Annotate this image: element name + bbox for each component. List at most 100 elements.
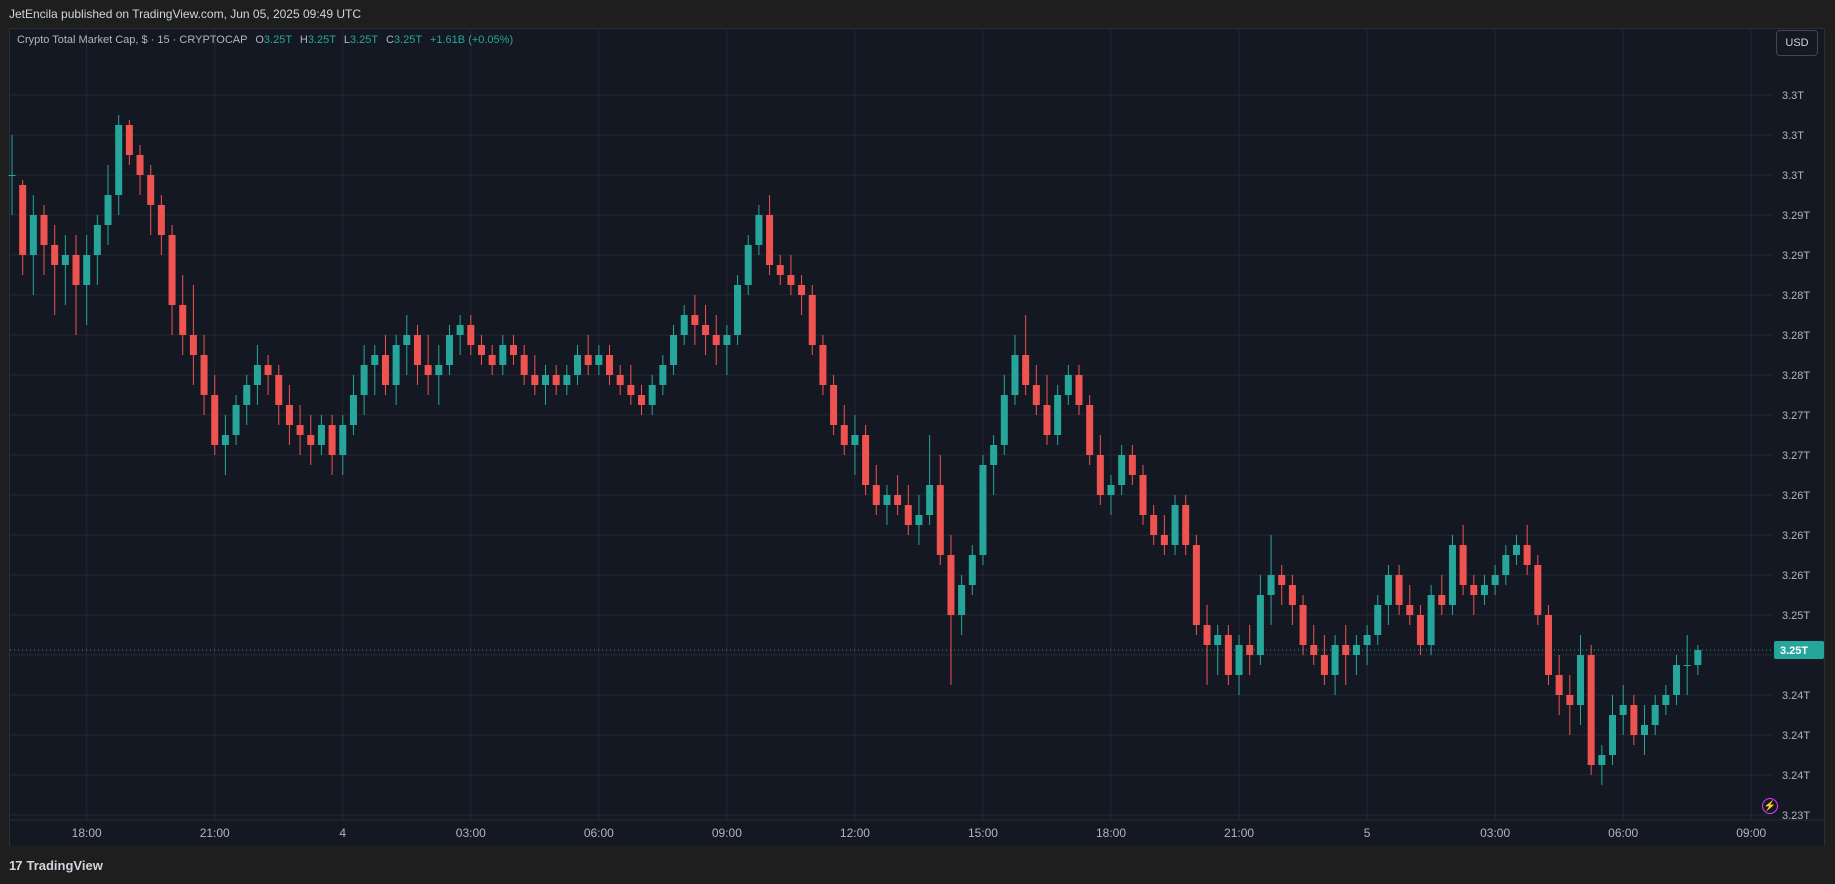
candle-body [1630, 705, 1638, 735]
candle-body [1587, 655, 1595, 765]
close-value: 3.25T [393, 34, 422, 46]
candle-body [936, 485, 944, 555]
candle-body [328, 425, 336, 455]
candle-body [1395, 575, 1403, 605]
candle-body [808, 295, 816, 345]
candle-body [798, 285, 806, 295]
candle-body [1470, 585, 1478, 595]
candle-body [1566, 695, 1574, 705]
candle-body [904, 505, 912, 525]
tradingview-brand[interactable]: 17 TradingView [9, 858, 103, 873]
candle-body [413, 335, 421, 365]
candle-body [1459, 545, 1467, 585]
candle-body [1288, 585, 1296, 605]
candle-body [1118, 455, 1126, 485]
time-axis: 18:00 21:00 4 03:00 06:00 09:00 12:00 15:00 18:0… [10, 819, 1824, 846]
candle-body [1342, 645, 1350, 655]
time-tick-label: 15:00 [968, 826, 998, 840]
candle-body [8, 175, 16, 176]
open-label: O [255, 34, 264, 46]
candle-body [840, 425, 848, 445]
candle-body [851, 435, 859, 445]
candle-body [691, 315, 699, 325]
low-label: L [343, 34, 350, 46]
candle-body [894, 495, 902, 505]
price-tick-label: 3.28T [1782, 290, 1810, 302]
candle-body [1107, 485, 1115, 495]
candle-body [1267, 575, 1275, 595]
candle-body [168, 235, 176, 305]
candle-body [1224, 635, 1232, 675]
candle-body [1128, 455, 1136, 475]
candle-body [1576, 655, 1584, 705]
currency-button[interactable]: USD [1776, 30, 1818, 56]
candle-body [1544, 615, 1552, 675]
candle-body [1235, 645, 1243, 675]
price-tick-label: 3.23T [1782, 810, 1810, 822]
candle-body [1534, 565, 1542, 615]
candle-body [1331, 645, 1339, 675]
price-tick-label: 3.29T [1782, 210, 1810, 222]
candle-body [680, 315, 688, 335]
candle-body [1694, 650, 1702, 665]
candle-body [1139, 475, 1147, 515]
candle-body [1416, 615, 1424, 645]
candle-body [1406, 605, 1414, 615]
candle-body [1096, 455, 1104, 495]
time-tick-label: 03:00 [456, 826, 486, 840]
candle-body [1182, 505, 1190, 545]
time-tick-label: 5 [1364, 826, 1371, 840]
candle-body [1523, 545, 1531, 565]
price-tick-label: 3.3T [1782, 130, 1804, 142]
candle-body [1352, 645, 1360, 655]
high-value: 3.25T [307, 34, 336, 46]
candle-body [670, 335, 678, 365]
low-value: 3.25T [349, 34, 378, 46]
candle-body [125, 125, 133, 155]
publisher-info: JetEncila published on TradingView.com, … [9, 7, 361, 21]
time-tick-label: 21:00 [200, 826, 230, 840]
candle-body [499, 345, 507, 365]
candle-body [115, 125, 123, 195]
candle-body [1480, 585, 1488, 595]
candle-body [243, 385, 251, 405]
candle-body [339, 425, 347, 455]
candle-body [1598, 755, 1606, 765]
candle-body [915, 515, 923, 525]
candle-body [1555, 675, 1563, 695]
candle-body [1054, 395, 1062, 435]
candle-body [435, 365, 443, 375]
price-tick-label: 3.27T [1782, 450, 1810, 462]
candle-body [1438, 595, 1446, 605]
candle-body [285, 405, 293, 425]
candle-body [1320, 655, 1328, 675]
time-tick-label: 09:00 [1736, 826, 1766, 840]
price-axis-bg [1774, 30, 1824, 820]
candle-body [1363, 635, 1371, 645]
candle-body [595, 355, 603, 365]
candle-body [1203, 625, 1211, 645]
candle-body [1299, 605, 1307, 645]
candle-body [61, 255, 69, 265]
candle-body [1491, 575, 1499, 585]
close-label: C [385, 34, 394, 46]
candle-body [990, 445, 998, 465]
last-price-label: 3.25T [1780, 645, 1808, 657]
candle-body [776, 265, 784, 275]
candle-body [392, 345, 400, 385]
candle-body [734, 285, 742, 335]
candle-body [253, 365, 261, 385]
candle-body [179, 305, 187, 335]
candle-body [1043, 405, 1051, 435]
candle-body [766, 215, 774, 265]
candle-body [712, 335, 720, 345]
candle-body [926, 485, 934, 515]
price-axis: 3.3T 3.3T 3.3T 3.29T 3.29T 3.28T 3.28T 3.28T 3.2… [1774, 30, 1824, 822]
candle-body [264, 365, 272, 375]
candle-body [1641, 725, 1649, 735]
candle-body [1427, 595, 1435, 645]
lightning-bolt-icon[interactable]: ⚡ [1762, 798, 1778, 814]
candle-body [104, 195, 112, 225]
candle-body [979, 465, 987, 555]
